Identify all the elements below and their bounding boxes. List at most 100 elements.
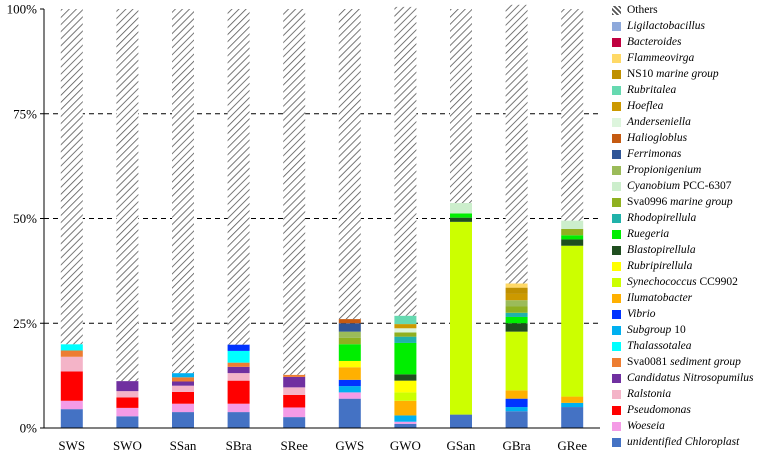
bar-segment: [561, 228, 584, 236]
bar-segment: [60, 409, 83, 428]
legend-swatch: [612, 437, 621, 447]
bar-segment: [394, 400, 417, 416]
bar-segment: [283, 417, 306, 428]
legend-item: Haliogloblus: [612, 130, 687, 146]
bar-segment: [338, 367, 361, 380]
bar-segment: [338, 9, 361, 320]
legend-swatch: [612, 357, 621, 367]
legend-item: Pseudomonas: [612, 402, 691, 418]
legend-label: Thalassotalea: [627, 340, 692, 352]
legend-label: unidentified Chloroplast: [627, 436, 740, 448]
bar-segment: [60, 371, 83, 401]
legend-label: Rubripirellula: [627, 260, 693, 272]
bar-segment: [394, 6, 417, 316]
bar-segment: [172, 403, 194, 413]
bar-segment: [338, 319, 361, 324]
legend-label: Haliogloblus: [627, 132, 688, 144]
legend-label: NS10 marine group: [627, 68, 719, 80]
bar-segment: [450, 202, 472, 214]
bar-segment: [227, 362, 250, 367]
legend-swatch: [612, 165, 621, 175]
legend-label: Ferrimonas: [627, 148, 682, 160]
bar-segment: [505, 411, 528, 428]
y-tick-label: 50%: [13, 211, 37, 226]
legend-label: Ruegeria: [627, 228, 670, 240]
legend-item: Vibrio: [612, 306, 656, 322]
bar-segment: [60, 344, 83, 351]
legend-label: Propionigenium: [627, 164, 702, 176]
bar-segment: [283, 387, 306, 395]
legend-swatch: [612, 229, 621, 239]
legend-label: Candidatus Nitrosopumilus: [627, 372, 754, 384]
bar-segment: [394, 315, 417, 325]
bar-segment: [338, 344, 361, 361]
bar-segment: [283, 407, 306, 418]
bar-segment: [172, 381, 194, 386]
legend-item: Woeseia: [612, 418, 665, 434]
legend-swatch: [612, 69, 621, 79]
y-tick-label: 25%: [13, 316, 37, 331]
legend-label: Hoeflea: [627, 100, 664, 112]
legend-swatch: [612, 405, 621, 415]
legend-swatch: [612, 181, 621, 191]
legend-label: Cyanobium PCC-6307: [627, 180, 732, 192]
x-tick-label: GBra: [503, 438, 531, 453]
bar-segment: [60, 400, 83, 410]
bar-segment: [338, 386, 361, 393]
x-tick-label: SWO: [113, 438, 142, 453]
y-tick-label: 0%: [20, 421, 38, 436]
legend-item: Ralstonia: [612, 386, 671, 402]
bar-segment: [505, 407, 528, 412]
bar-segment: [227, 412, 250, 428]
bar-segment: [338, 337, 361, 345]
bar-segment: [338, 360, 361, 368]
bar-segment: [338, 392, 361, 399]
bar-segment: [561, 245, 584, 397]
legend-item: Thalassotalea: [612, 338, 692, 354]
bar-segment: [227, 403, 250, 413]
bar-segment: [561, 220, 584, 229]
legend-label: Pseudomonas: [627, 404, 691, 416]
legend-label: Others: [627, 4, 658, 16]
bar-segment: [505, 323, 528, 332]
legend-item: Cyanobium PCC-6307: [612, 178, 731, 194]
y-tick-label: 100%: [7, 2, 38, 17]
bar-segment: [505, 316, 528, 324]
bar-segment: [172, 377, 194, 382]
bar-segment: [394, 342, 417, 375]
legend-item: Candidatus Nitrosopumilus: [612, 370, 753, 386]
legend-swatch: [612, 53, 621, 63]
legend-swatch: [612, 341, 621, 351]
bar-segment: [283, 9, 306, 375]
legend-swatch: [612, 389, 621, 399]
bar-segment: [394, 423, 417, 428]
legend-label: Sva0996 marine group: [627, 196, 733, 208]
bar-segment: [505, 283, 528, 288]
legend-label: Synechococcus CC9902: [627, 276, 738, 288]
bar-segment: [561, 239, 584, 246]
bar-segment: [505, 312, 528, 317]
bar-segment: [505, 287, 528, 294]
bar-segment: [227, 9, 250, 345]
x-tick-label: GRee: [557, 438, 587, 453]
bar-segment: [172, 373, 194, 378]
stacked-bar-chart: SWS SWO SSan SBra SRee GWS GWO GSan GBra GRee 0% 25…: [7, 2, 600, 453]
legend-label: Rhodopirellula: [627, 212, 697, 224]
bar-segment: [227, 344, 250, 351]
bar-segment: [60, 356, 83, 372]
bar-segment: [116, 381, 139, 392]
x-tick-label: GWO: [390, 438, 421, 453]
legend-item: Hoeflea: [612, 98, 663, 114]
bar-segment: [116, 9, 139, 382]
legend-label: Subgroup 10: [627, 324, 686, 336]
legend-item: Rubripirellula: [612, 258, 692, 274]
legend-label: Rubritalea: [627, 84, 677, 96]
legend-item: NS10 marine group: [612, 66, 719, 82]
bar-segment: [227, 380, 250, 404]
legend-swatch: [612, 149, 621, 159]
bar-segment: [505, 293, 528, 301]
bar-segment: [172, 391, 194, 404]
bar-segment: [394, 332, 417, 337]
legend-item: Ferrimonas: [612, 146, 681, 162]
x-tick-label: GSan: [447, 438, 476, 453]
